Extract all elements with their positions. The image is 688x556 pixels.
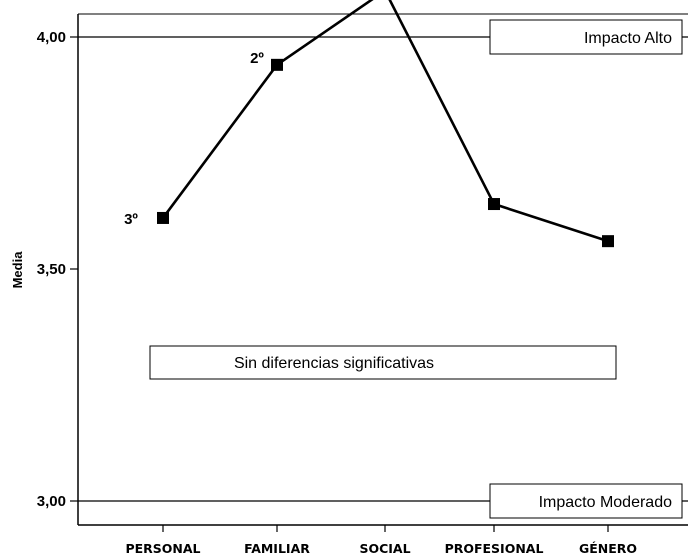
x-tick-label: SOCIAL [359, 541, 410, 556]
y-tick-label: 3,50 [37, 261, 66, 278]
y-tick-label: 3,00 [37, 493, 66, 510]
x-tick-label: PROFESIONAL [445, 541, 544, 556]
series-line [157, 0, 614, 248]
reference-label: Impacto Alto [584, 30, 672, 47]
x-tick-label: GÉNERO [579, 541, 637, 556]
rank-labels: 3º2º1º [124, 50, 264, 228]
y-axis-ticks: 3,003,504,004,505,00 [37, 29, 78, 510]
x-axis-ticks: PERSONAL FAMILIAR SOCIAL PROFESIONAL GÉNERO [125, 525, 637, 556]
reference-label-box [489, 19, 683, 55]
data-point [157, 211, 169, 224]
reference-label-box [489, 483, 683, 519]
x-tick-label: PERSONAL [125, 541, 200, 556]
y-tick-label: 4,00 [37, 29, 66, 46]
data-point [488, 198, 500, 211]
data-point [271, 58, 283, 71]
reference-label: Impacto Moderado [539, 494, 673, 511]
y-axis-label: Media [10, 251, 25, 289]
data-point [602, 235, 614, 248]
annotation-box: Sin diferencias significativas [149, 345, 617, 380]
series-path [161, 0, 609, 243]
rank-label: 2º [250, 50, 264, 67]
annotation-text: Sin diferencias significativas [234, 355, 434, 372]
rank-label: 3º [124, 211, 138, 228]
x-tick-label: FAMILIAR [244, 541, 310, 556]
